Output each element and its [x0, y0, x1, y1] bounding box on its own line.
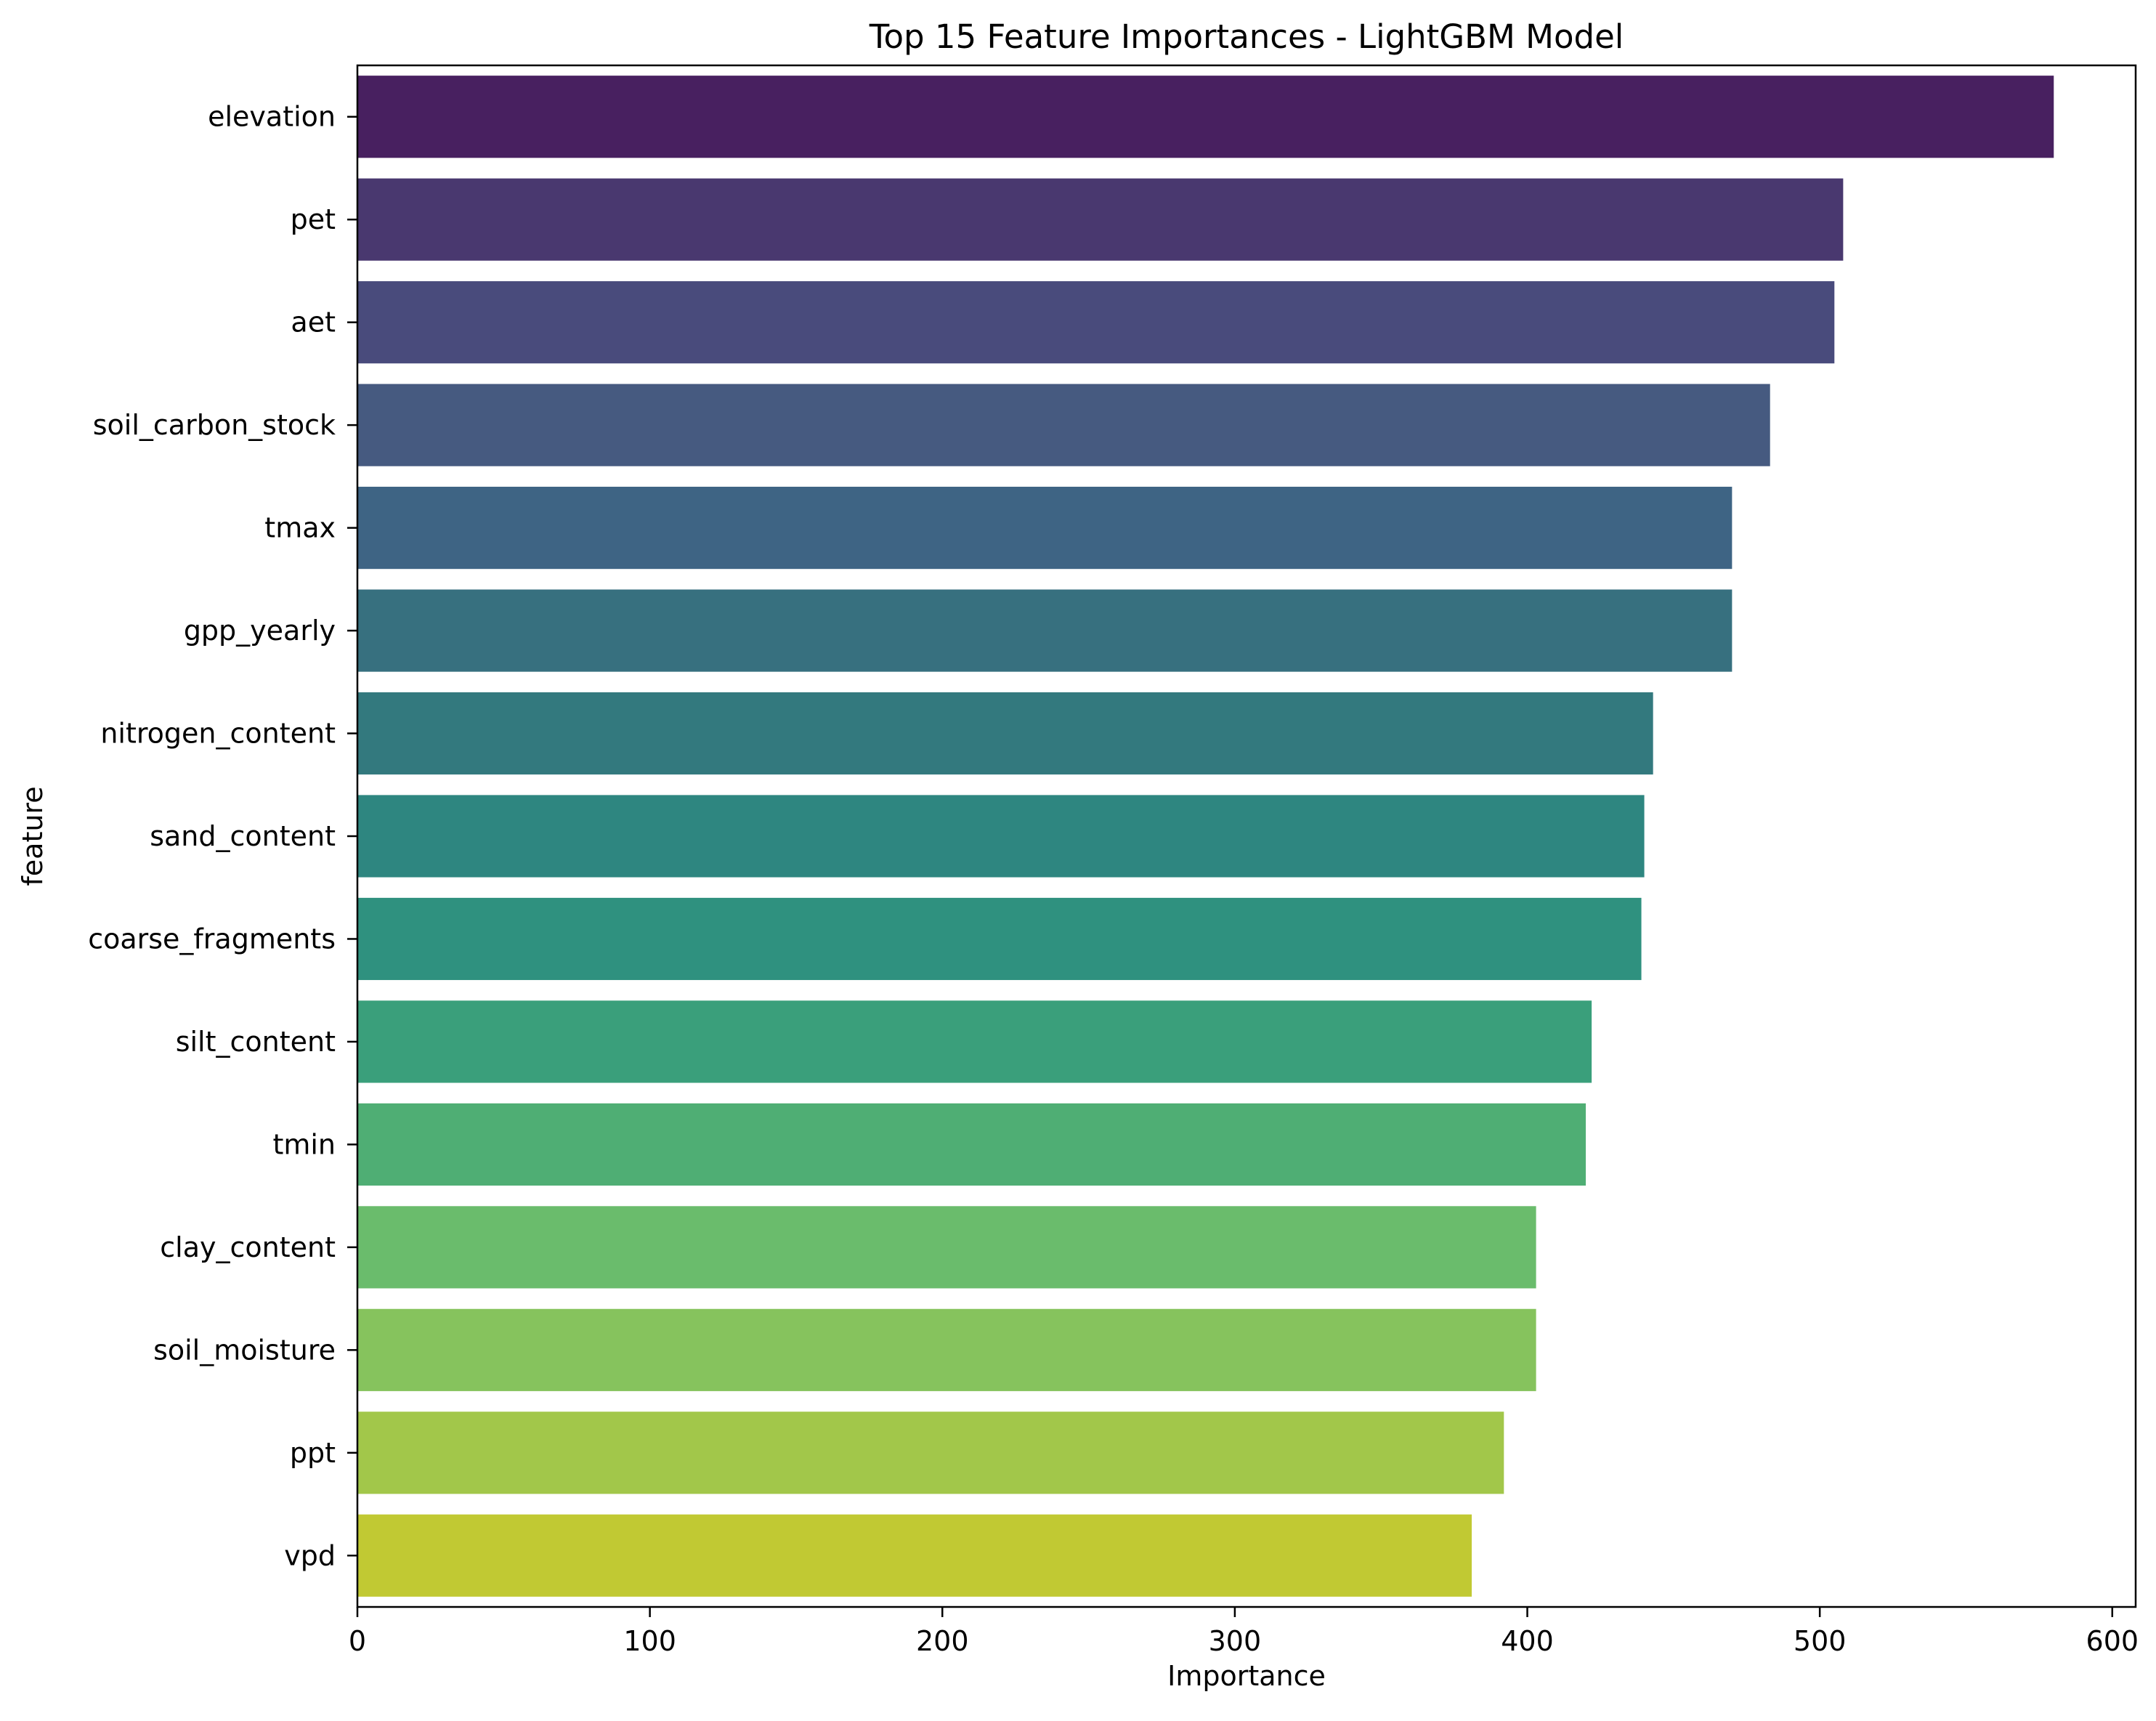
x-tick-label: 500	[1794, 1625, 1847, 1657]
y-tick-label: elevation	[208, 101, 336, 133]
bar-tmin	[357, 1103, 1586, 1186]
bar-soil-moisture	[357, 1308, 1536, 1391]
chart-title: Top 15 Feature Importances - LightGBM Mo…	[869, 17, 1624, 56]
bar-soil-carbon-stock	[357, 384, 1770, 466]
y-tick-label: coarse_fragments	[88, 923, 336, 955]
x-tick-label: 0	[349, 1625, 366, 1657]
bar-pet	[357, 178, 1844, 261]
bar-gpp-yearly	[357, 589, 1732, 672]
x-tick-label: 200	[916, 1625, 969, 1657]
y-tick-label: aet	[291, 307, 336, 339]
x-tick-label: 400	[1501, 1625, 1554, 1657]
y-tick-label: soil_carbon_stock	[93, 409, 336, 441]
bar-sand-content	[357, 795, 1645, 878]
bar-ppt	[357, 1412, 1504, 1494]
bars-layer	[357, 76, 2054, 1597]
y-tick-label: silt_content	[176, 1026, 336, 1058]
y-tick-label: sand_content	[150, 820, 336, 852]
bar-tmax	[357, 487, 1732, 570]
y-tick-label: tmin	[272, 1128, 336, 1160]
x-axis: 0 100 200 300 400 500 600	[349, 1607, 2139, 1657]
x-tick-label: 300	[1209, 1625, 1262, 1657]
bar-elevation	[357, 76, 2054, 158]
bar-nitrogen-content	[357, 692, 1653, 775]
x-tick-label: 600	[2086, 1625, 2139, 1657]
y-tick-label: soil_moisture	[153, 1334, 336, 1366]
y-tick-label: clay_content	[160, 1231, 336, 1263]
y-tick-label: gpp_yearly	[184, 615, 336, 647]
x-tick-label: 100	[623, 1625, 676, 1657]
y-tick-label: tmax	[264, 512, 336, 544]
y-axis-title: feature	[17, 786, 49, 886]
bar-aet	[357, 281, 1835, 364]
bar-vpd	[357, 1514, 1472, 1597]
y-tick-label: vpd	[284, 1539, 336, 1571]
x-axis-title: Importance	[1167, 1660, 1326, 1692]
bar-clay-content	[357, 1206, 1536, 1289]
y-tick-label: pet	[291, 203, 336, 235]
y-tick-label: ppt	[290, 1437, 336, 1469]
y-tick-label: nitrogen_content	[100, 718, 336, 750]
bar-coarse-fragments	[357, 897, 1642, 981]
bar-silt-content	[357, 1000, 1592, 1083]
